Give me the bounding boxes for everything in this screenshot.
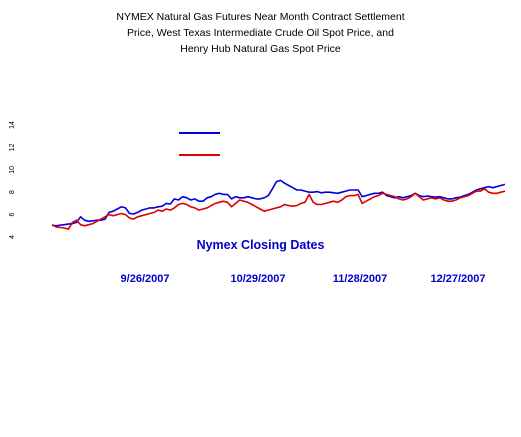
chart-title-line-1: NYMEX Natural Gas Futures Near Month Con… [116, 11, 405, 23]
y-tick-label: 6 [9, 213, 16, 217]
legend [179, 132, 220, 156]
chart-title: NYMEX Natural Gas Futures Near Month Con… [0, 9, 521, 57]
x-tick-label: 9/26/2007 [120, 273, 170, 285]
x-tick-label: 11/28/2007 [332, 273, 388, 285]
x-tick-label: 12/27/2007 [430, 273, 486, 285]
x-axis-label: Nymex Closing Dates [196, 238, 325, 252]
chart-title-line-2: Price, West Texas Intermediate Crude Oil… [127, 27, 394, 39]
y-tick-label: 14 [9, 121, 16, 129]
y-tick-label: 4 [9, 235, 16, 239]
x-tick-label: 10/29/2007 [230, 273, 286, 285]
y-tick-label: 12 [9, 143, 16, 151]
y-axis: 14 12 10 8 6 4 [9, 121, 16, 239]
chart-title-line-3: Henry Hub Natural Gas Spot Price [180, 43, 341, 55]
series-line-1 [51, 179, 506, 227]
y-tick-label: 8 [9, 190, 16, 194]
series-line-2 [51, 188, 506, 230]
series-layer [51, 179, 506, 230]
y-tick-label: 10 [9, 166, 16, 174]
